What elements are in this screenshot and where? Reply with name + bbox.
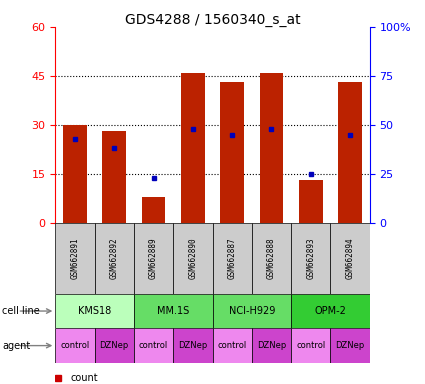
Text: GSM662891: GSM662891 — [71, 237, 79, 279]
Text: GSM662893: GSM662893 — [306, 237, 315, 279]
Text: GSM662890: GSM662890 — [188, 237, 197, 279]
Bar — [134, 223, 173, 294]
Bar — [252, 223, 291, 294]
Text: DZNep: DZNep — [335, 341, 365, 350]
Bar — [252, 328, 291, 363]
Text: MM.1S: MM.1S — [157, 306, 189, 316]
Text: GSM662894: GSM662894 — [346, 237, 354, 279]
Bar — [291, 294, 370, 328]
Bar — [291, 223, 331, 294]
Text: DZNep: DZNep — [178, 341, 207, 350]
Bar — [55, 294, 134, 328]
Text: control: control — [60, 341, 90, 350]
Bar — [55, 328, 94, 363]
Text: DZNep: DZNep — [257, 341, 286, 350]
Text: GSM662892: GSM662892 — [110, 237, 119, 279]
Bar — [212, 294, 291, 328]
Text: KMS18: KMS18 — [78, 306, 111, 316]
Bar — [173, 223, 212, 294]
Text: GSM662887: GSM662887 — [228, 237, 237, 279]
Bar — [55, 223, 94, 294]
Text: agent: agent — [2, 341, 30, 351]
Text: GSM662888: GSM662888 — [267, 237, 276, 279]
Bar — [338, 83, 362, 223]
Text: GDS4288 / 1560340_s_at: GDS4288 / 1560340_s_at — [125, 13, 300, 27]
Bar — [260, 73, 283, 223]
Bar — [181, 73, 204, 223]
Text: control: control — [139, 341, 168, 350]
Bar — [212, 328, 252, 363]
Bar — [142, 197, 165, 223]
Bar — [299, 180, 323, 223]
Text: control: control — [296, 341, 326, 350]
Bar — [134, 294, 212, 328]
Bar — [102, 131, 126, 223]
Text: cell line: cell line — [2, 306, 40, 316]
Bar — [63, 125, 87, 223]
Bar — [212, 223, 252, 294]
Text: NCI-H929: NCI-H929 — [229, 306, 275, 316]
Bar — [134, 328, 173, 363]
Bar — [220, 83, 244, 223]
Bar — [331, 223, 370, 294]
Text: GSM662889: GSM662889 — [149, 237, 158, 279]
Bar — [94, 223, 134, 294]
Text: control: control — [218, 341, 247, 350]
Bar — [291, 328, 331, 363]
Text: count: count — [71, 373, 99, 383]
Bar — [331, 328, 370, 363]
Bar — [173, 328, 212, 363]
Text: OPM-2: OPM-2 — [314, 306, 346, 316]
Bar — [94, 328, 134, 363]
Text: DZNep: DZNep — [99, 341, 129, 350]
